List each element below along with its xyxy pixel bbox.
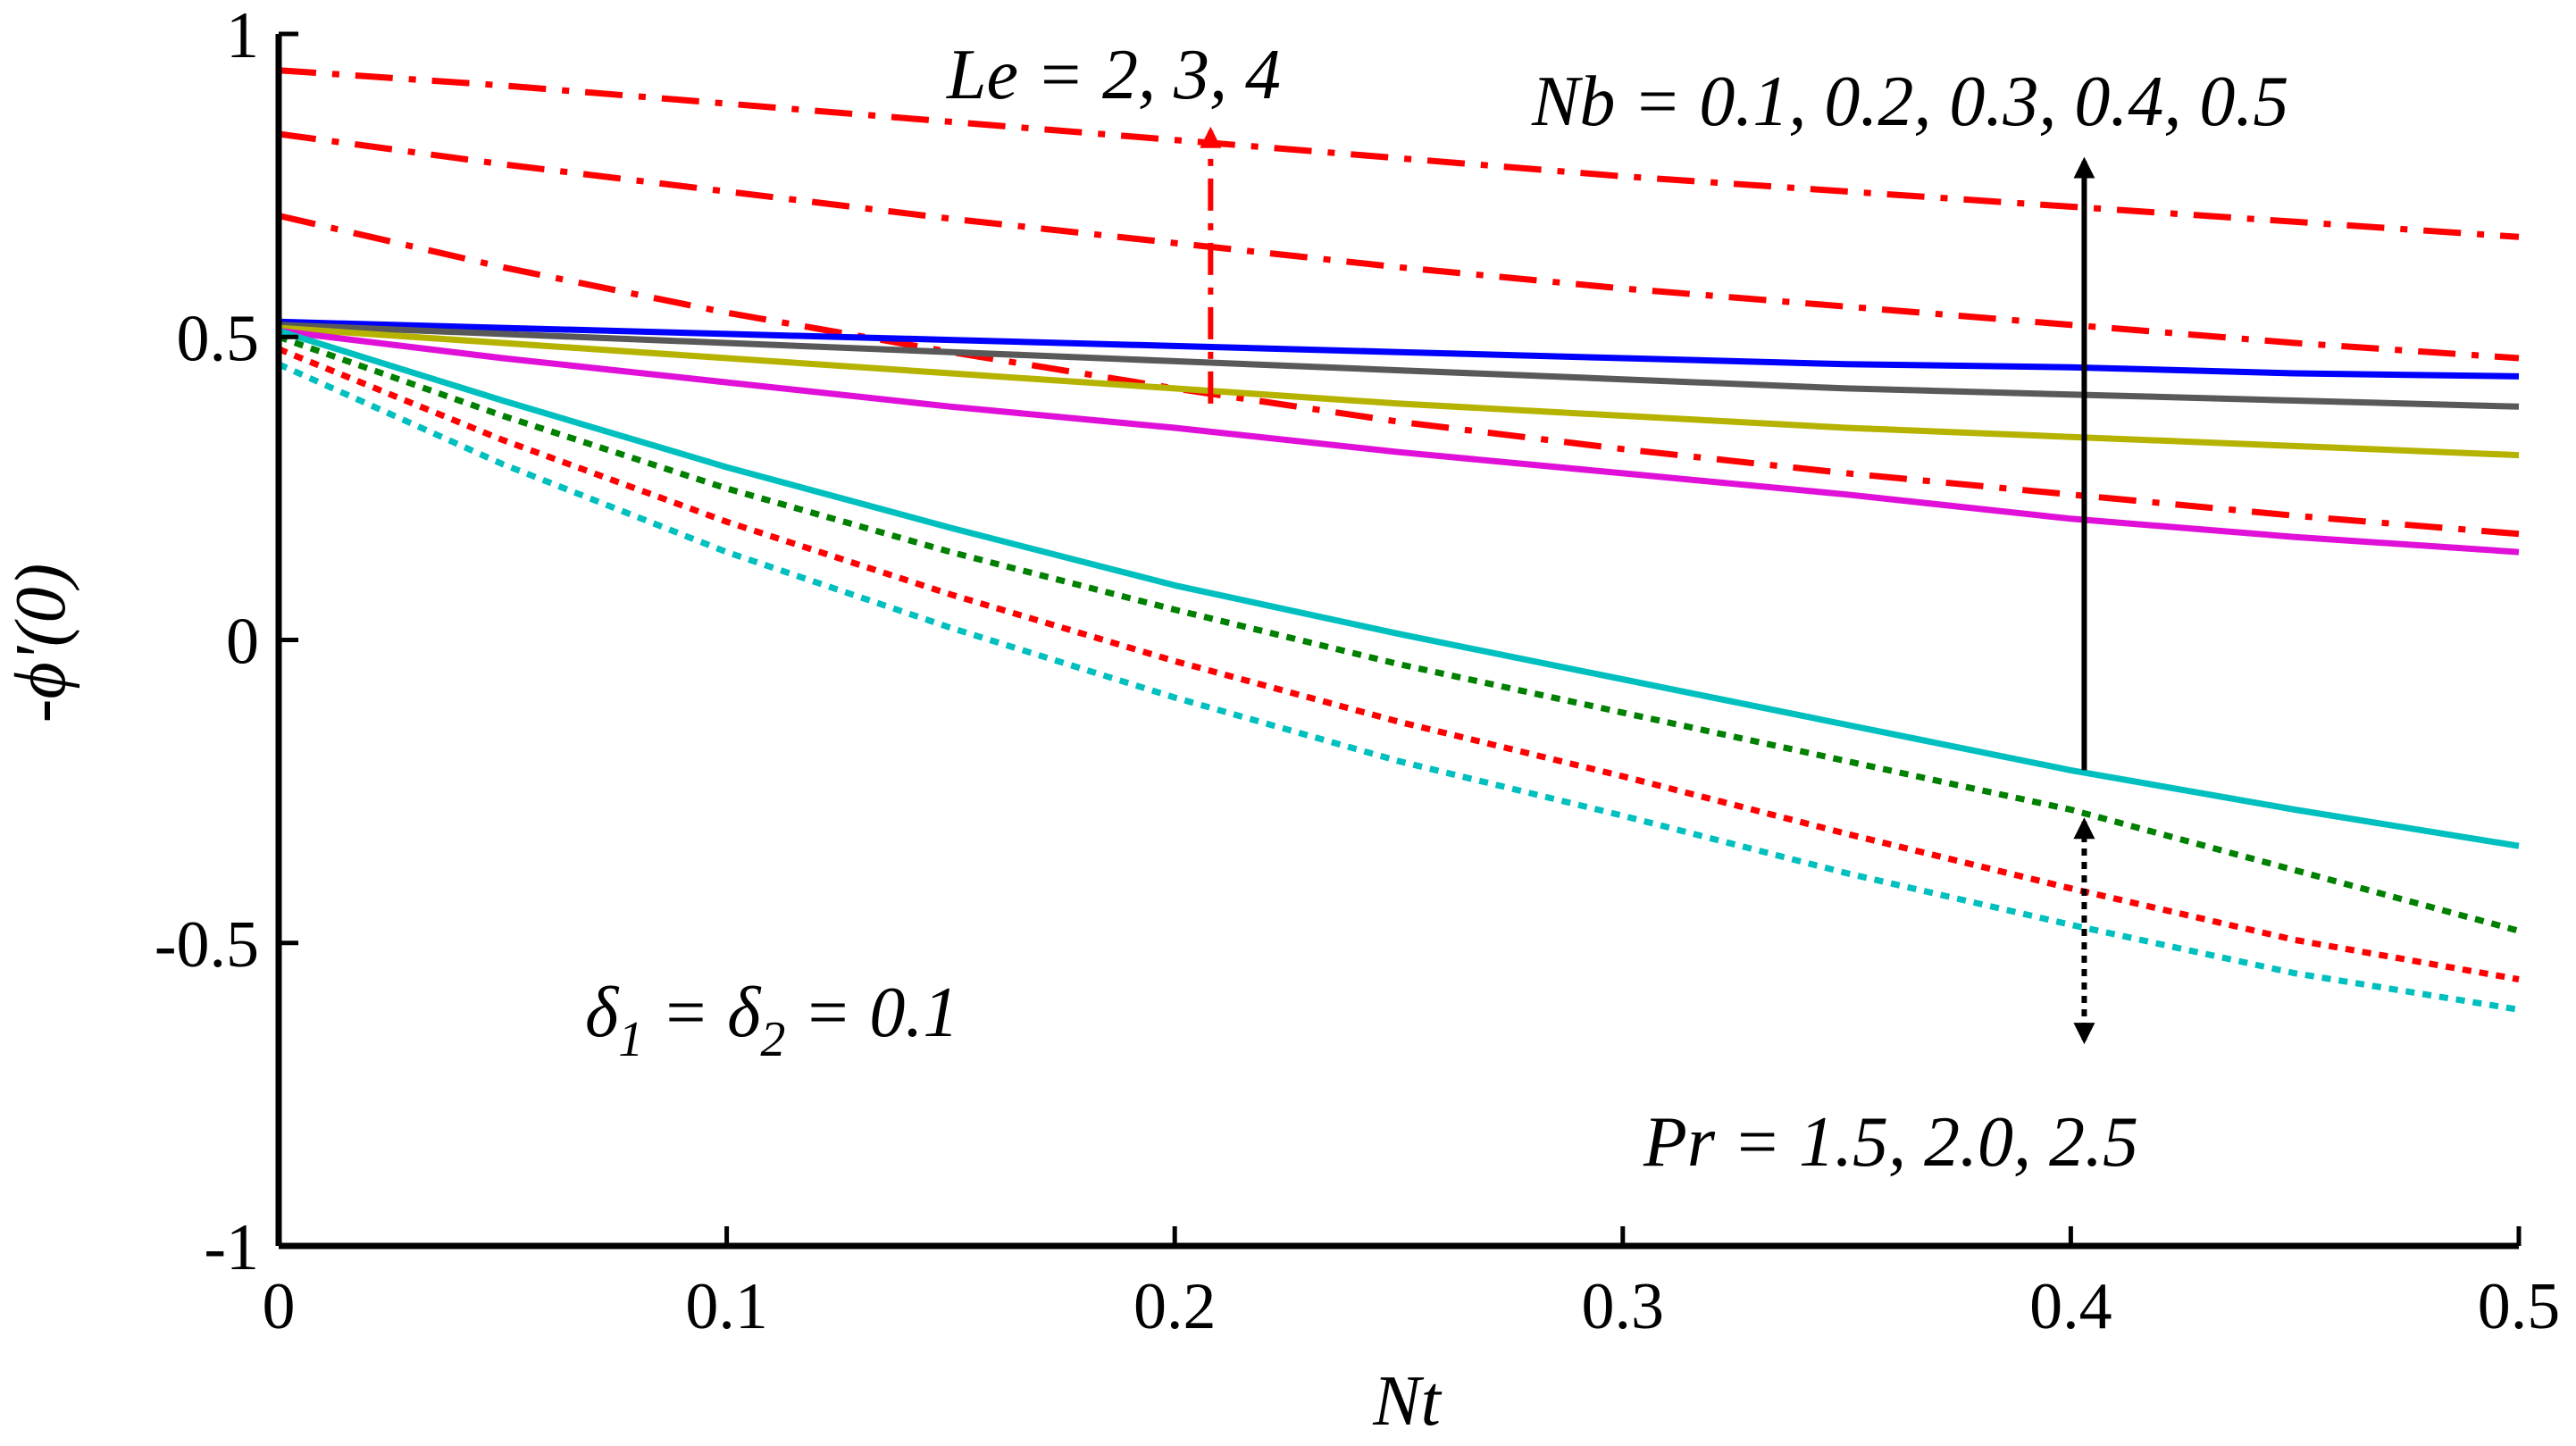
x-tick-label: 0.4	[2029, 1270, 2112, 1343]
series-line-nb-0-2	[278, 328, 2520, 556]
y-tick-label: -1	[204, 1211, 259, 1284]
tick-labels: 0 0.1 0.2 0.3 0.4 0.5 -1 -0.5 0 0.5 1	[155, 0, 2560, 1343]
delta-equals-2: = 0.1	[785, 974, 958, 1052]
delta-annotation: δ1 = δ2 = 0.1	[585, 974, 958, 1067]
pr-annotation: Pr = 1.5, 2.0, 2.5	[1643, 1103, 2138, 1182]
tick-marks	[276, 31, 2522, 1249]
series-line-pr-2-5	[277, 361, 2520, 1013]
series-line-nb-0-4	[278, 322, 2520, 410]
delta-equals-1: =	[643, 974, 727, 1052]
x-tick-label: 0.5	[2478, 1270, 2561, 1343]
series-line-nb-0-1	[277, 328, 2520, 849]
x-tick-label: 0.3	[1582, 1270, 1665, 1343]
series-line-nb-0-5	[278, 318, 2520, 380]
x-axis-title: Nt	[1372, 1362, 1442, 1441]
y-tick-label: 1	[226, 0, 259, 72]
x-tick-label: 0.1	[685, 1270, 768, 1343]
y-tick-label: 0	[226, 606, 259, 679]
annotation-arrows	[1200, 126, 2095, 1045]
le-annotation: Le = 2, 3, 4	[946, 36, 1281, 114]
series-layer	[277, 67, 2520, 1013]
nb-annotation: Nb = 0.1, 0.2, 0.3, 0.4, 0.5	[1531, 63, 2288, 141]
series-line-nb-0-3	[278, 324, 2520, 459]
y-tick-label: -0.5	[155, 908, 259, 982]
series-line-le-3	[278, 130, 2520, 362]
series-line-pr-1-5	[277, 333, 2520, 934]
delta-symbol-1: δ	[585, 974, 620, 1052]
delta-symbol-2: δ	[727, 974, 762, 1052]
delta-subscript-2: 2	[760, 1012, 785, 1067]
y-axis-title: -ϕ'(0)	[2, 564, 80, 723]
delta-subscript-1: 1	[618, 1012, 643, 1067]
y-tick-label: 0.5	[177, 302, 260, 375]
series-line-le-4	[278, 67, 2520, 240]
x-tick-label: 0.2	[1133, 1270, 1217, 1343]
x-tick-label: 0	[263, 1270, 296, 1343]
series-line-le-2	[278, 213, 2520, 538]
